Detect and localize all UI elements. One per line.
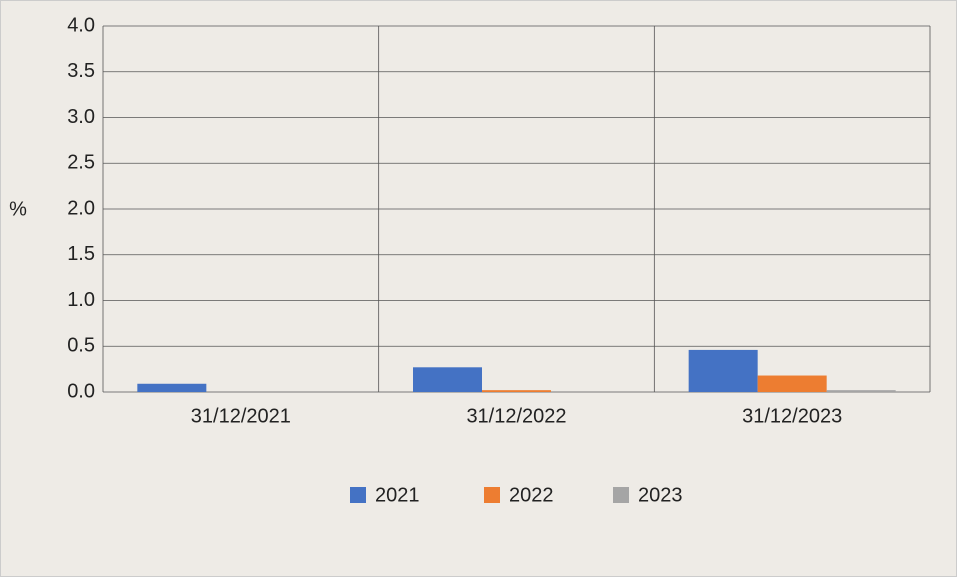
bar	[482, 390, 551, 392]
y-tick-label: 0.0	[67, 380, 95, 402]
bar	[137, 383, 207, 392]
bar	[688, 349, 758, 392]
legend-swatch	[613, 487, 629, 503]
x-tick-label: 31/12/2022	[466, 405, 566, 427]
bar	[757, 375, 827, 392]
legend-label: 2022	[509, 484, 554, 506]
x-tick-label: 31/12/2023	[742, 405, 842, 427]
y-tick-label: 3.0	[67, 106, 95, 128]
y-tick-label: 1.0	[67, 289, 95, 311]
y-tick-label: 0.5	[67, 335, 95, 357]
y-tick-label: 2.0	[67, 197, 95, 219]
bar	[826, 390, 896, 392]
legend-swatch	[484, 487, 500, 503]
y-axis-label: %	[9, 198, 27, 220]
bar	[413, 367, 482, 392]
x-tick-label: 31/12/2021	[191, 405, 291, 427]
y-tick-label: 3.5	[67, 60, 95, 82]
legend-label: 2023	[638, 484, 683, 506]
y-tick-label: 1.5	[67, 243, 95, 265]
legend-label: 2021	[375, 484, 420, 506]
y-tick-label: 4.0	[67, 14, 95, 36]
y-tick-label: 2.5	[67, 152, 95, 174]
legend-swatch	[350, 487, 366, 503]
